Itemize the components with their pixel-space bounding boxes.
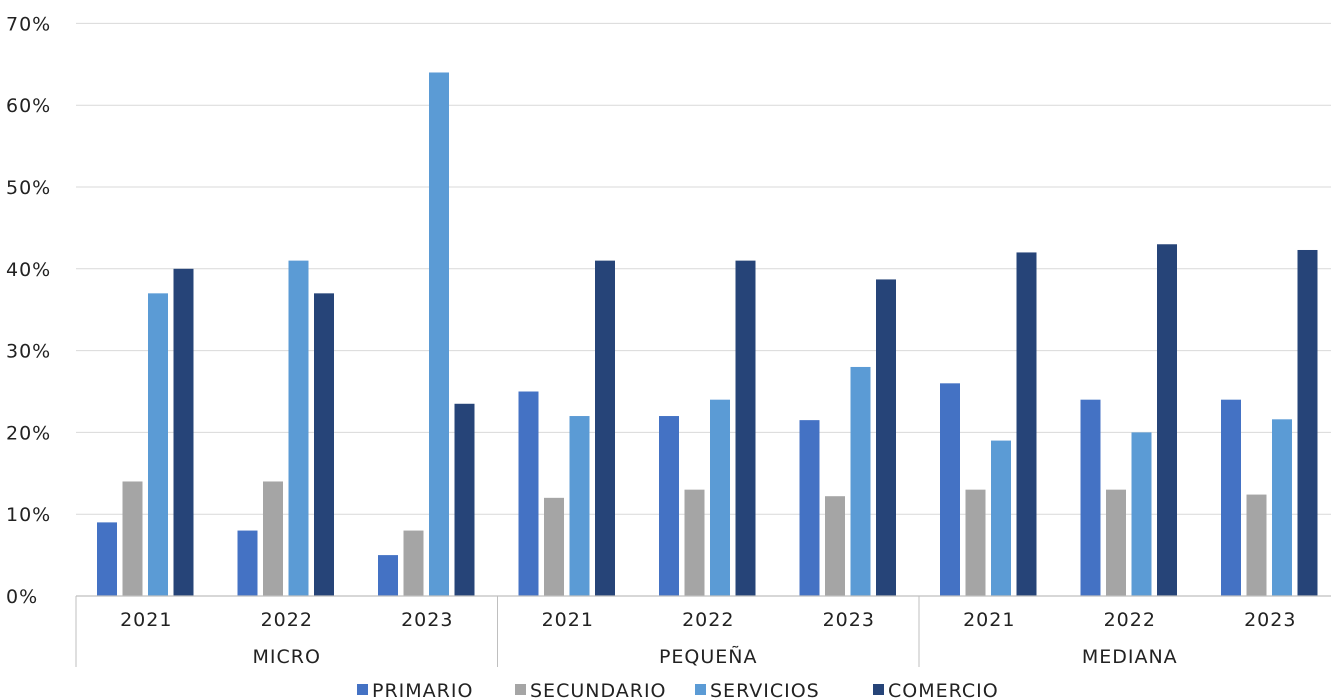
bar-comercio (876, 279, 896, 596)
x-axis: 2021 2022 2023 MICRO 2021 2022 2023 PEQUEÑA 2021… (75, 595, 1331, 668)
x-tick-label: 2021 (542, 609, 594, 631)
bar-comercio (1016, 252, 1037, 596)
y-tick-label: 50% (6, 177, 51, 199)
y-axis-tick-labels: 0% 10% 20% 30% 40% 50% 60% 70% (6, 13, 51, 608)
y-tick-label: 0% (6, 586, 38, 608)
bar-secundario (684, 489, 705, 596)
bar-secundario (403, 530, 424, 596)
bar-servicios (710, 399, 730, 596)
bar-comercio (173, 268, 194, 596)
legend-label: SECUNDARIO (530, 680, 667, 700)
x-tick-label: 2023 (1244, 609, 1296, 631)
bar-comercio (1157, 244, 1177, 596)
legend-swatch (515, 684, 526, 695)
bar-comercio (454, 403, 475, 596)
x-tick-label: 2022 (261, 609, 313, 631)
bar-comercio (1297, 249, 1318, 596)
y-tick-label: 70% (6, 13, 51, 35)
bar-secundario (544, 497, 564, 596)
x-group-label: MEDIANA (1082, 646, 1178, 668)
bar-servicios (429, 72, 449, 597)
bar-servicios (1272, 419, 1292, 596)
y-tick-label: 10% (6, 504, 51, 526)
bars (97, 72, 1318, 597)
bar-secundario (122, 481, 143, 596)
bar-primario (237, 530, 258, 596)
legend-swatch (357, 684, 368, 695)
gridlines (76, 22, 1331, 515)
bar-secundario (965, 489, 986, 596)
x-tick-label: 2021 (120, 609, 172, 631)
bar-secundario (1246, 494, 1267, 596)
bar-primario (518, 391, 539, 596)
y-tick-label: 20% (6, 422, 51, 444)
bar-primario (97, 522, 117, 596)
x-tick-label: 2023 (401, 609, 453, 631)
bar-primario (1221, 399, 1241, 596)
x-tick-label: 2022 (1104, 609, 1156, 631)
bar-primario (940, 383, 960, 596)
x-group-label: MICRO (253, 646, 321, 668)
bar-comercio (314, 293, 334, 596)
bar-servicios (850, 366, 871, 596)
x-tick-label: 2022 (682, 609, 734, 631)
bar-servicios (148, 293, 168, 596)
bar-primario (659, 416, 679, 596)
x-tick-label: 2023 (823, 609, 875, 631)
bar-secundario (263, 481, 283, 596)
x-tick-label: 2021 (963, 609, 1015, 631)
legend-label: COMERCIO (888, 680, 999, 700)
legend-label: PRIMARIO (372, 680, 473, 700)
bar-primario (1080, 399, 1101, 596)
y-tick-label: 40% (6, 259, 51, 281)
legend-label: SERVICIOS (710, 680, 820, 700)
bar-secundario (825, 496, 845, 596)
bar-comercio (595, 260, 615, 596)
y-tick-label: 60% (6, 95, 51, 117)
y-tick-label: 30% (6, 341, 51, 363)
bar-servicios (991, 440, 1011, 596)
bar-secundario (1106, 489, 1126, 596)
bar-servicios (1131, 432, 1152, 596)
bar-primario (799, 420, 820, 596)
bar-servicios (288, 260, 309, 596)
legend: PRIMARIO SECUNDARIO SERVICIOS COMERCIO (357, 680, 999, 700)
bar-comercio (735, 260, 756, 596)
bar-servicios (569, 416, 590, 596)
legend-swatch (873, 684, 884, 695)
legend-swatch (695, 684, 706, 695)
bar-primario (378, 555, 398, 596)
x-group-label: PEQUEÑA (659, 645, 758, 668)
